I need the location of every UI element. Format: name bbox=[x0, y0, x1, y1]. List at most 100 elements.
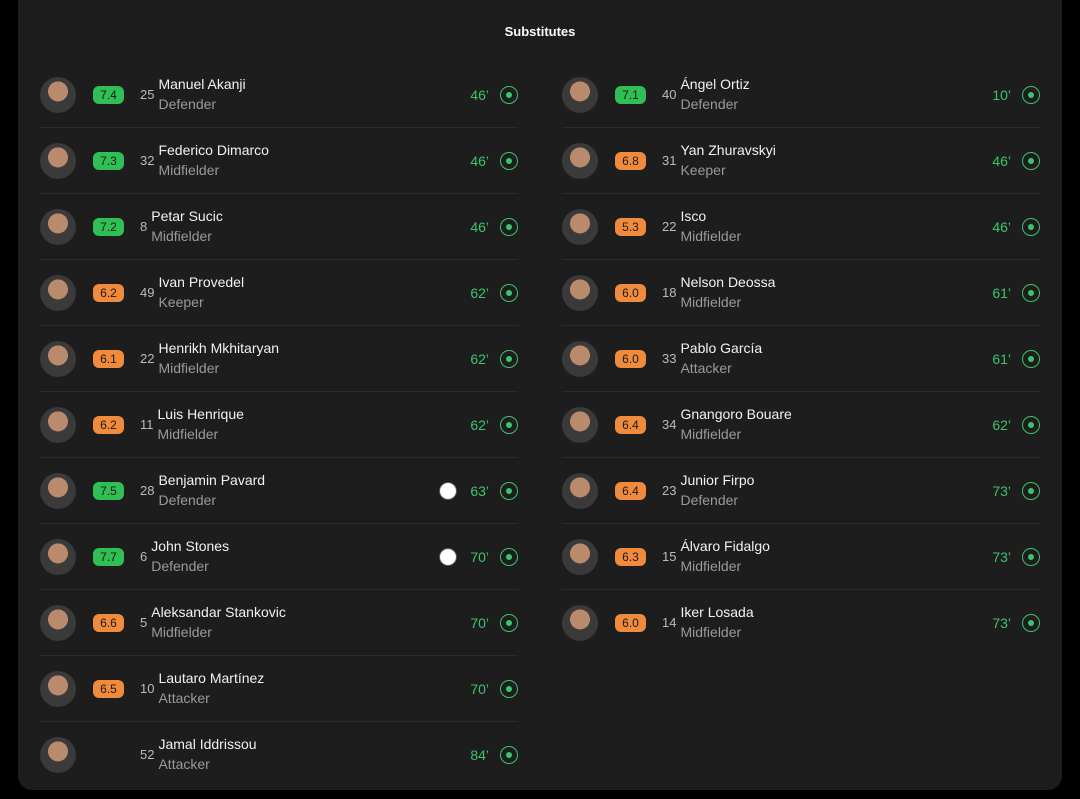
player-row[interactable]: 52 Jamal Iddrissou Attacker 84’ bbox=[40, 722, 518, 787]
shirt-number: 14 bbox=[662, 615, 677, 630]
shirt-number: 52 bbox=[140, 747, 155, 762]
sub-in-icon bbox=[1022, 547, 1040, 566]
sub-in-icon bbox=[500, 547, 518, 566]
player-row[interactable]: 6.0 14 Iker Losada Midfielder 73’ bbox=[562, 590, 1040, 655]
player-info: Pablo García Attacker bbox=[680, 340, 762, 376]
sub-minute: 73’ bbox=[992, 548, 1011, 565]
player-name: Aleksandar Stankovic bbox=[151, 603, 286, 620]
rating-badge: 5.3 bbox=[615, 217, 646, 236]
rating-badge: 7.7 bbox=[93, 547, 124, 566]
player-photo bbox=[562, 604, 598, 641]
player-name: Yan Zhuravskyi bbox=[680, 141, 776, 158]
sub-in-icon bbox=[500, 85, 518, 104]
rating-badge: 6.8 bbox=[615, 151, 646, 170]
shirt-number: 28 bbox=[140, 483, 155, 498]
player-position: Midfielder bbox=[158, 359, 220, 376]
player-photo bbox=[40, 736, 76, 773]
sub-minute: 61’ bbox=[992, 350, 1011, 367]
shirt-number: 22 bbox=[140, 351, 155, 366]
rating-badge: 6.4 bbox=[615, 415, 646, 434]
player-row[interactable]: 7.2 8 Petar Sucic Midfielder 46’ bbox=[40, 194, 518, 260]
player-photo bbox=[40, 208, 76, 245]
player-name: Henrikh Mkhitaryan bbox=[158, 339, 280, 356]
player-row[interactable]: 6.6 5 Aleksandar Stankovic Midfielder 70’ bbox=[40, 590, 518, 656]
player-row[interactable]: 6.1 22 Henrikh Mkhitaryan Midfielder 62’ bbox=[40, 326, 518, 392]
player-info: Isco Midfielder bbox=[680, 208, 741, 244]
player-photo bbox=[40, 76, 76, 113]
player-position: Keeper bbox=[158, 293, 204, 310]
shirt-number: 6 bbox=[140, 549, 148, 564]
player-name: Manuel Akanji bbox=[158, 75, 246, 92]
player-position: Attacker bbox=[680, 359, 732, 376]
player-position: Midfielder bbox=[680, 623, 742, 640]
player-info: Aleksandar Stankovic Midfielder bbox=[151, 604, 286, 640]
column: 7.1 40 Ángel Ortiz Defender 10’ 6.8 31 Yan Zhur… bbox=[562, 62, 1040, 655]
player-info: Iker Losada Midfielder bbox=[680, 604, 753, 640]
player-name: John Stones bbox=[151, 537, 230, 554]
player-row[interactable]: 7.7 6 John Stones Defender 70’ bbox=[40, 524, 518, 590]
player-row[interactable]: 7.3 32 Federico Dimarco Midfielder 46’ bbox=[40, 128, 518, 194]
player-row[interactable]: 6.0 33 Pablo García Attacker 61’ bbox=[562, 326, 1040, 392]
player-info: Ivan Provedel Keeper bbox=[158, 274, 244, 310]
player-row[interactable]: 6.2 11 Luis Henrique Midfielder 62’ bbox=[40, 392, 518, 458]
player-photo bbox=[562, 76, 598, 113]
player-row[interactable]: 7.1 40 Ángel Ortiz Defender 10’ bbox=[562, 62, 1040, 128]
player-position: Midfielder bbox=[157, 425, 219, 442]
rating-badge: 6.1 bbox=[93, 349, 124, 368]
rating-badge: 6.5 bbox=[93, 679, 124, 698]
player-position: Defender bbox=[158, 95, 217, 112]
player-photo bbox=[40, 604, 76, 641]
player-row[interactable]: 6.4 23 Junior Firpo Defender 73’ bbox=[562, 458, 1040, 524]
sub-minute: 46’ bbox=[470, 218, 489, 235]
player-row[interactable]: 7.4 25 Manuel Akanji Defender 46’ bbox=[40, 62, 518, 128]
player-position: Defender bbox=[680, 95, 739, 112]
player-row[interactable]: 5.3 22 Isco Midfielder 46’ bbox=[562, 194, 1040, 260]
rating-badge: 6.0 bbox=[615, 349, 646, 368]
player-info: Federico Dimarco Midfielder bbox=[158, 142, 268, 178]
player-info: Henrikh Mkhitaryan Midfielder bbox=[158, 340, 279, 376]
sub-minute: 62’ bbox=[470, 350, 489, 367]
player-info: Petar Sucic Midfielder bbox=[151, 208, 223, 244]
sub-minute: 84’ bbox=[470, 746, 489, 763]
rating-badge: 6.2 bbox=[93, 283, 124, 302]
sub-minute: 46’ bbox=[992, 152, 1011, 169]
player-name: Ángel Ortiz bbox=[680, 75, 750, 92]
shirt-number: 10 bbox=[140, 681, 155, 696]
player-row[interactable]: 6.2 49 Ivan Provedel Keeper 62’ bbox=[40, 260, 518, 326]
sub-in-icon bbox=[1022, 415, 1040, 434]
player-position: Midfielder bbox=[680, 227, 742, 244]
player-row[interactable]: 6.3 15 Álvaro Fidalgo Midfielder 73’ bbox=[562, 524, 1040, 590]
sub-minute: 62’ bbox=[470, 284, 489, 301]
sub-minute: 70’ bbox=[470, 548, 489, 565]
player-row[interactable]: 6.4 34 Gnangoro Bouare Midfielder 62’ bbox=[562, 392, 1040, 458]
sub-in-icon bbox=[1022, 85, 1040, 104]
player-row[interactable]: 6.0 18 Nelson Deossa Midfielder 61’ bbox=[562, 260, 1040, 326]
shirt-number: 8 bbox=[140, 219, 148, 234]
sub-minute: 10’ bbox=[992, 86, 1011, 103]
sub-in-icon bbox=[1022, 349, 1040, 368]
player-row[interactable]: 7.5 28 Benjamin Pavard Defender 63’ bbox=[40, 458, 518, 524]
sub-in-icon bbox=[1022, 481, 1040, 500]
player-info: Gnangoro Bouare Midfielder bbox=[680, 406, 791, 442]
sub-minute: 70’ bbox=[470, 614, 489, 631]
goal-icon bbox=[439, 547, 457, 566]
sub-in-icon bbox=[1022, 151, 1040, 170]
sub-in-icon bbox=[500, 217, 518, 236]
player-info: Jamal Iddrissou Attacker bbox=[158, 736, 256, 772]
player-info: John Stones Defender bbox=[151, 538, 229, 574]
shirt-number: 32 bbox=[140, 153, 155, 168]
shirt-number: 15 bbox=[662, 549, 677, 564]
player-photo bbox=[562, 406, 598, 443]
assist-icon bbox=[439, 481, 457, 500]
player-photo bbox=[562, 274, 598, 311]
player-row[interactable]: 6.8 31 Yan Zhuravskyi Keeper 46’ bbox=[562, 128, 1040, 194]
player-row[interactable]: 6.5 10 Lautaro Martínez Attacker 70’ bbox=[40, 656, 518, 722]
player-name: Iker Losada bbox=[680, 603, 754, 620]
player-position: Midfielder bbox=[680, 293, 742, 310]
player-name: Jamal Iddrissou bbox=[158, 735, 257, 752]
sub-in-icon bbox=[500, 283, 518, 302]
player-info: Junior Firpo Defender bbox=[680, 472, 754, 508]
player-name: Petar Sucic bbox=[151, 207, 223, 224]
player-info: Lautaro Martínez Attacker bbox=[158, 670, 264, 706]
